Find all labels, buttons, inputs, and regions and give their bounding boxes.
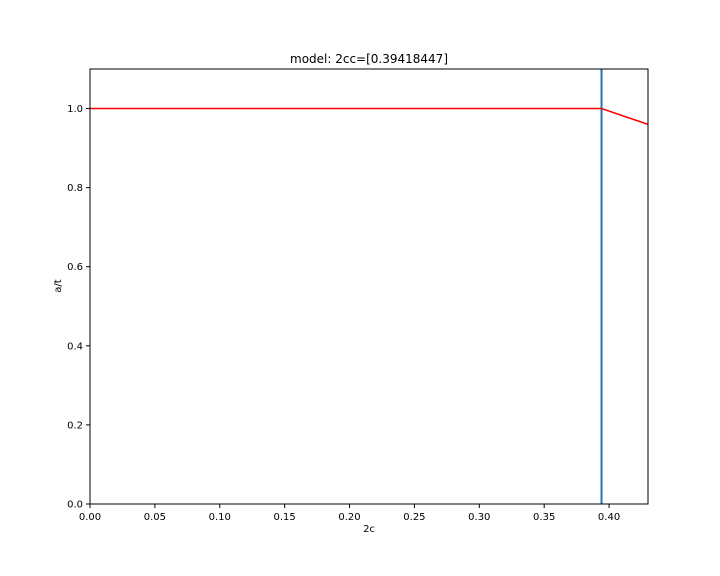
x-axis-label: 2c <box>363 524 375 535</box>
y-axis-label: a/t <box>53 279 64 292</box>
y-tick-label: 0.2 <box>67 420 83 431</box>
plot-frame <box>89 68 649 505</box>
x-tick-label: 0.20 <box>338 512 360 523</box>
x-tick-label: 0.40 <box>598 512 620 523</box>
x-tick-label: 0.15 <box>274 512 296 523</box>
x-axis: 0.00 0.05 0.10 0.15 0.20 0.25 0.30 0.35 0.40 <box>79 504 620 523</box>
y-tick-label: 0.0 <box>67 500 83 511</box>
x-tick-label: 0.30 <box>468 512 490 523</box>
y-axis: 0.0 0.2 0.4 0.6 0.8 1.0 <box>67 104 90 511</box>
y-tick-label: 1.0 <box>67 104 83 115</box>
x-tick-label: 0.10 <box>209 512 231 523</box>
x-tick-label: 0.05 <box>144 512 166 523</box>
y-tick-label: 0.4 <box>67 341 83 352</box>
series-line <box>90 107 649 126</box>
y-tick-label: 0.6 <box>67 262 83 273</box>
x-tick-label: 0.25 <box>403 512 425 523</box>
y-tick-label: 0.8 <box>67 183 83 194</box>
plot-area <box>90 69 649 504</box>
x-tick-label: 0.35 <box>533 512 555 523</box>
chart-title: model: 2cc=[0.39418447] <box>290 52 448 66</box>
x-tick-label: 0.00 <box>79 512 101 523</box>
